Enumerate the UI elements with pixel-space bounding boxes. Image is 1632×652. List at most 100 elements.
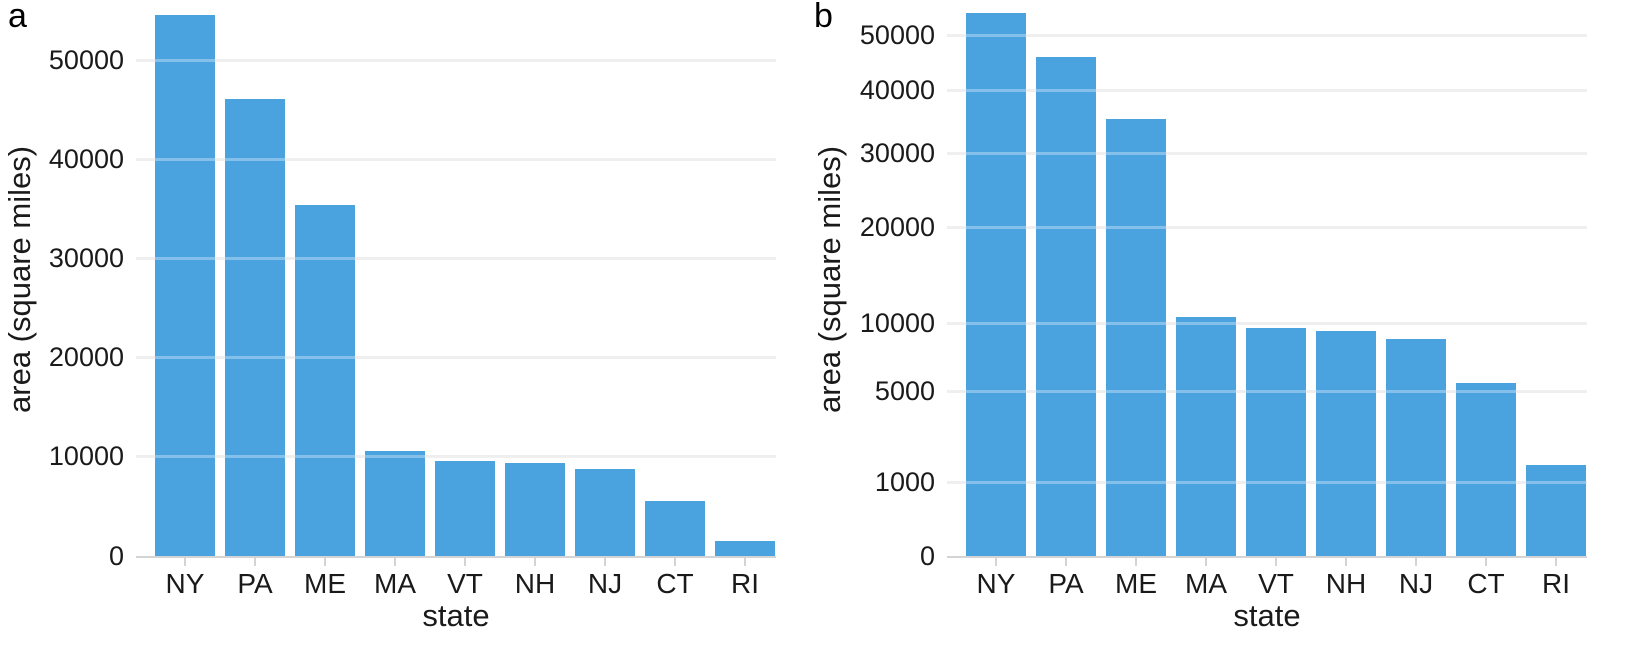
gridline-overlay-40000 (947, 89, 1587, 93)
gridline-overlay-20000 (947, 225, 1587, 229)
x-tick-mark-NY (184, 558, 186, 566)
x-tick-label-MA: MA (374, 568, 416, 599)
gridline-overlay-20000 (136, 356, 776, 360)
y-tick-label-1000: 1000 (874, 466, 935, 497)
x-tick-label-NJ: NJ (587, 568, 623, 599)
x-tick-label-CT: CT (1467, 568, 1505, 599)
bar-RI (715, 540, 775, 556)
y-tick-label-5000: 5000 (874, 376, 935, 407)
y-tick-label-30000: 30000 (859, 137, 935, 168)
y-tick-label-10000: 10000 (859, 307, 935, 338)
x-tick-mark-VT (1275, 558, 1277, 566)
panel-a: a area (square miles) 0 10000 20000 30000 40… (0, 0, 790, 652)
plot-area (136, 3, 776, 558)
x-tick-label-CT: CT (656, 568, 694, 599)
y-tick-label-0: 0 (919, 540, 935, 571)
x-tick-mark-RI (1555, 558, 1557, 566)
x-axis-title: state (422, 598, 490, 633)
gridline-overlay-40000 (136, 157, 776, 161)
bar-PA (225, 99, 285, 556)
gridline-50000 (136, 58, 776, 62)
x-axis-tick-marks (136, 558, 776, 567)
gridline-overlay-50000 (136, 58, 776, 62)
x-axis-title: state (1233, 598, 1301, 633)
y-axis-tick-labels: 0 1000 5000 10000 20000 30000 40000 50000 (790, 3, 935, 569)
x-tick-mark-NJ (604, 558, 606, 566)
gridline-overlay-30000 (136, 256, 776, 260)
y-tick-label-20000: 20000 (48, 342, 124, 373)
x-tick-label-NY: NY (165, 568, 205, 599)
gridline-overlay-10000 (947, 321, 1587, 325)
y-tick-label-40000: 40000 (859, 75, 935, 106)
x-tick-label-NJ: NJ (1398, 568, 1434, 599)
panel-b-label: b (814, 0, 833, 35)
x-tick-mark-NJ (1415, 558, 1417, 566)
bar-ME (1106, 118, 1166, 556)
bar-CT (1456, 382, 1516, 556)
x-tick-mark-CT (674, 558, 676, 566)
bar-NH (505, 463, 565, 556)
x-tick-mark-PA (1065, 558, 1067, 566)
y-tick-label-0: 0 (108, 540, 124, 571)
bar-NY (155, 14, 215, 556)
bar-NY (966, 12, 1026, 556)
x-tick-label-NH: NH (514, 568, 556, 599)
bar-VT (435, 460, 495, 556)
gridline-20000 (947, 225, 1587, 229)
gridline-overlay-10000 (136, 455, 776, 459)
bar-RI (1526, 464, 1586, 556)
gridline-overlay-1000 (947, 480, 1587, 484)
bar-NJ (575, 469, 635, 556)
y-tick-label-10000: 10000 (48, 441, 124, 472)
y-axis-tick-labels: 0 10000 20000 30000 40000 50000 (0, 3, 124, 569)
y-tick-label-20000: 20000 (859, 211, 935, 242)
x-tick-mark-MA (394, 558, 396, 566)
x-tick-label-VT: VT (447, 568, 483, 599)
gridline-30000 (136, 256, 776, 260)
gridline-30000 (947, 151, 1587, 155)
gridline-50000 (947, 34, 1587, 38)
x-tick-mark-MA (1205, 558, 1207, 566)
bar-NH (1316, 331, 1376, 556)
x-tick-mark-VT (464, 558, 466, 566)
gridline-10000 (947, 321, 1587, 325)
x-tick-mark-NH (1345, 558, 1347, 566)
gridline-40000 (947, 89, 1587, 93)
x-tick-label-VT: VT (1258, 568, 1294, 599)
x-axis-tick-marks (947, 558, 1587, 567)
gridline-40000 (136, 157, 776, 161)
x-tick-label-ME: ME (304, 568, 346, 599)
plot-area (947, 3, 1587, 558)
x-tick-mark-ME (1135, 558, 1137, 566)
x-tick-label-PA: PA (1048, 568, 1084, 599)
x-tick-label-RI: RI (1542, 568, 1570, 599)
x-tick-mark-ME (324, 558, 326, 566)
x-tick-label-ME: ME (1115, 568, 1157, 599)
x-tick-mark-RI (744, 558, 746, 566)
bar-PA (1036, 56, 1096, 556)
bar-MA (1176, 317, 1236, 556)
bar-ME (295, 205, 355, 556)
x-tick-mark-NY (995, 558, 997, 566)
x-tick-label-NH: NH (1325, 568, 1367, 599)
panel-b: b area (square miles) 0 1000 5000 10000 2000… (790, 0, 1632, 652)
x-tick-label-MA: MA (1185, 568, 1227, 599)
gridline-overlay-5000 (947, 390, 1587, 394)
gridline-20000 (136, 356, 776, 360)
gridline-overlay-50000 (947, 34, 1587, 38)
bar-VT (1246, 327, 1306, 556)
bar-CT (645, 501, 705, 556)
x-axis-tick-labels: NY PA ME MA VT NH NJ CT RI (947, 570, 1587, 600)
x-tick-label-PA: PA (237, 568, 273, 599)
y-tick-label-30000: 30000 (48, 242, 124, 273)
y-tick-label-50000: 50000 (859, 20, 935, 51)
x-tick-mark-NH (534, 558, 536, 566)
x-tick-label-NY: NY (976, 568, 1016, 599)
y-tick-label-50000: 50000 (48, 44, 124, 75)
panel-a-label: a (8, 0, 27, 35)
bar-NJ (1386, 338, 1446, 556)
gridline-10000 (136, 455, 776, 459)
x-tick-label-RI: RI (731, 568, 759, 599)
x-tick-mark-CT (1485, 558, 1487, 566)
